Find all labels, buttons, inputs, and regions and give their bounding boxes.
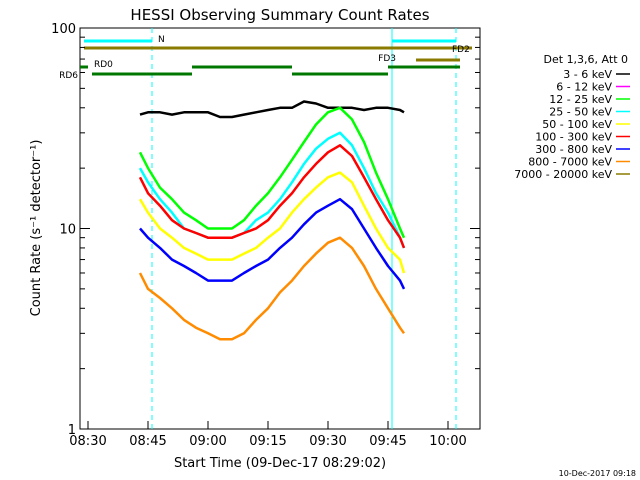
series-line-800-7000-kev (138, 236, 406, 341)
legend-entry-label: 7000 - 20000 keV (514, 168, 612, 181)
legend-entry-label: 800 - 7000 keV (528, 156, 612, 169)
chart-title: HESSI Observing Summary Count Rates (130, 6, 429, 24)
y-tick-label: 100 (51, 22, 76, 37)
annotation-label: FD2 (452, 45, 470, 55)
annotation-label: RD6 (59, 71, 78, 81)
x-tick-label: 10:00 (429, 434, 466, 449)
annotation-label: N (158, 35, 165, 45)
footer-timestamp: 10-Dec-2017 09:18 (559, 469, 636, 478)
series-line-3-6-kev (139, 100, 405, 119)
legend-entry-label: 6 - 12 keV (556, 81, 612, 94)
series-line-300-800-kev (139, 197, 406, 290)
series-line-50-100-kev (138, 171, 406, 274)
annotation-label: RD0 (94, 60, 113, 70)
legend-entry-label: 3 - 6 keV (563, 68, 612, 81)
y-axis-label: Count Rate (s⁻¹ detector⁻¹) (29, 140, 44, 317)
y-tick-label: 10 (59, 223, 76, 238)
legend-entry-label: 300 - 800 keV (535, 143, 612, 156)
series-line-100-300-kev (138, 144, 406, 249)
legend-title: Det 1,3,6, Att 0 (544, 53, 628, 66)
x-tick-label: 08:45 (129, 434, 166, 449)
axes-layer: 08:30 08:45 09:00 09:15 09:30 09:45 10:00 1 10 10… (51, 22, 480, 449)
legend-entry-label: 25 - 50 keV (549, 106, 612, 119)
x-tick-label: 09:45 (369, 434, 406, 449)
x-tick-label: 09:15 (249, 434, 286, 449)
x-tick-label: 08:30 (69, 434, 106, 449)
legend-entry-label: 50 - 100 keV (542, 118, 612, 131)
x-axis-label: Start Time (09-Dec-17 08:29:02) (174, 456, 386, 471)
legend-entry-label: 12 - 25 keV (549, 93, 612, 106)
series-line-12-25-kev (138, 106, 406, 239)
y-tick-label: 1 (68, 423, 76, 438)
series-layer (138, 100, 406, 341)
x-tick-label: 09:00 (189, 434, 226, 449)
x-tick-label: 09:30 (309, 434, 346, 449)
annotation-layer: N FD2 FD3 RD0 RD6 (59, 28, 472, 429)
legend-entry-label: 100 - 300 keV (535, 131, 612, 144)
annotation-label: FD3 (378, 54, 396, 64)
